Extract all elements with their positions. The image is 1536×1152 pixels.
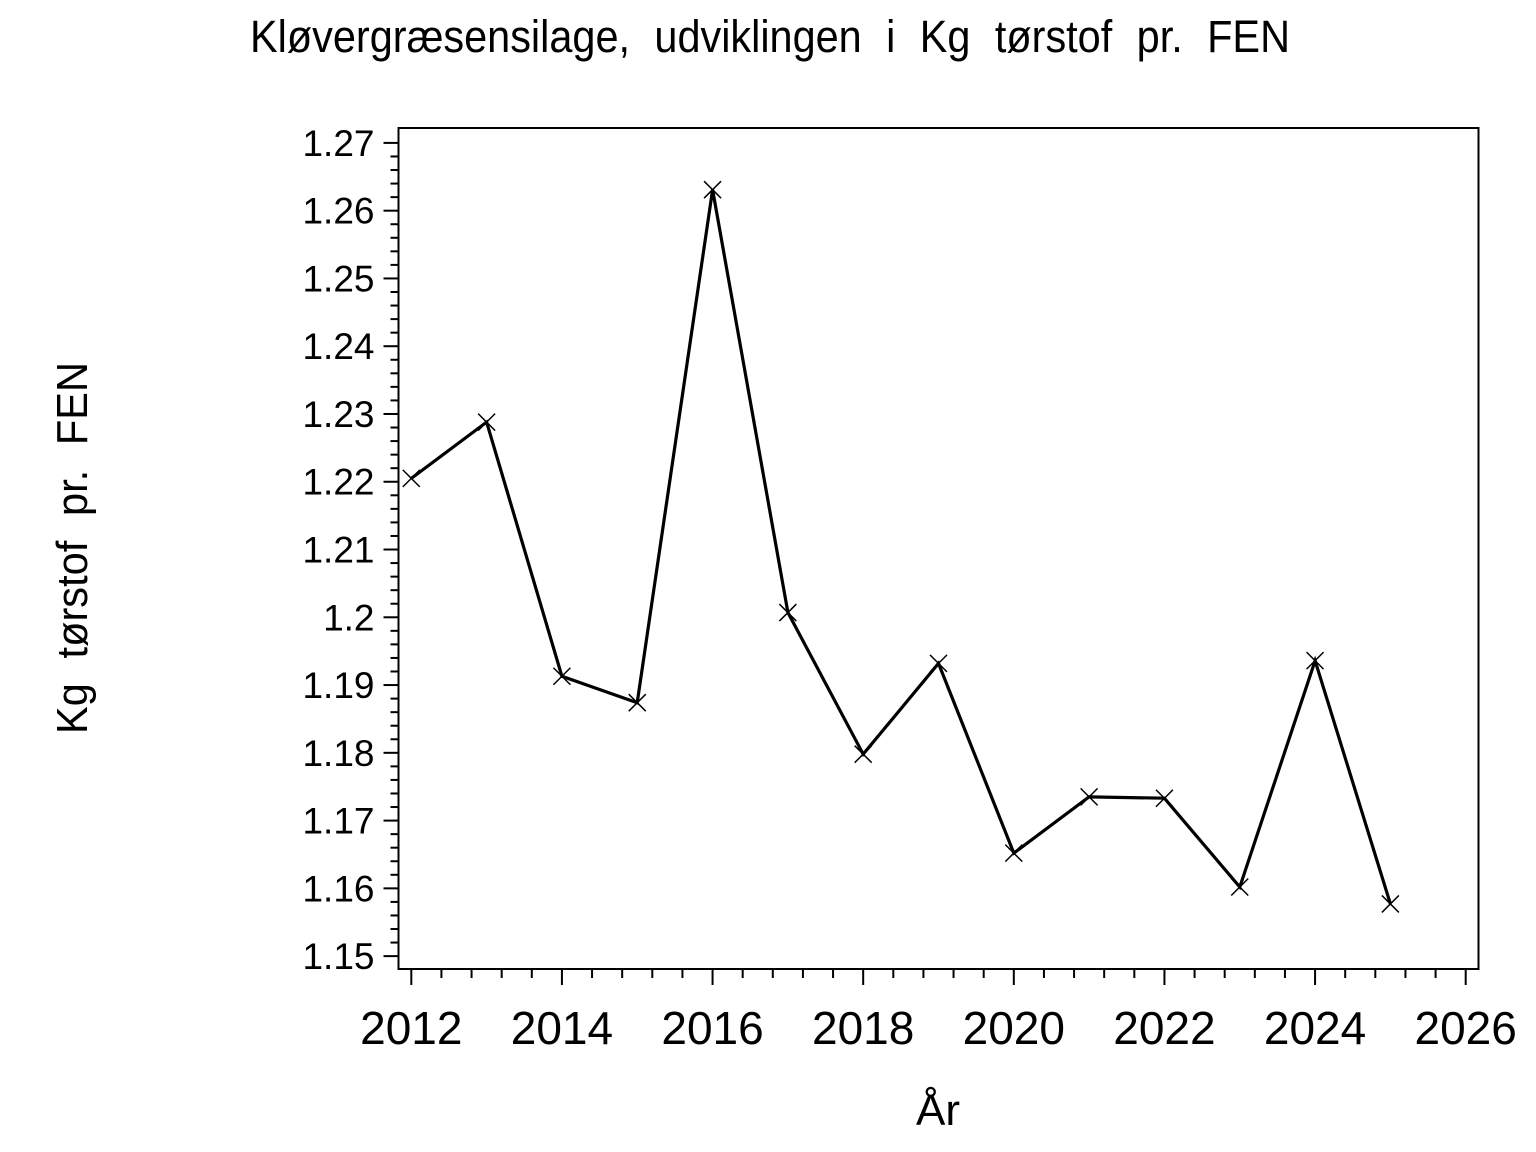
x-tick-label: 2026 — [1415, 1002, 1517, 1054]
y-tick-label: 1.24 — [302, 326, 374, 367]
data-point-marker — [854, 745, 873, 764]
y-tick-label: 1.25 — [302, 258, 374, 299]
data-point-marker — [1306, 651, 1325, 670]
plot-frame — [397, 127, 1480, 970]
data-point-marker — [402, 469, 421, 488]
x-tick-label: 2018 — [812, 1002, 914, 1054]
y-tick-label: 1.21 — [302, 530, 374, 571]
y-tick-label: 1.17 — [302, 801, 374, 842]
data-point-marker — [1080, 787, 1099, 806]
x-axis-title: År — [916, 1086, 960, 1135]
data-point-marker — [477, 413, 496, 432]
y-tick-label: 1.22 — [302, 462, 374, 503]
x-tick-label: 2022 — [1113, 1002, 1215, 1054]
y-tick-label: 1.16 — [302, 868, 374, 909]
y-tick-label: 1.23 — [302, 394, 374, 435]
data-point-marker — [1155, 789, 1174, 808]
y-tick-label: 1.15 — [302, 936, 374, 977]
data-point-marker — [703, 180, 722, 199]
data-point-marker — [929, 654, 948, 673]
x-tick-label: 2020 — [963, 1002, 1065, 1054]
y-tick-label: 1.27 — [302, 123, 374, 164]
x-tick-label: 2012 — [360, 1002, 462, 1054]
y-tick-label: 1.18 — [302, 733, 374, 774]
data-series-line — [410, 189, 1392, 905]
data-point-marker — [628, 693, 647, 712]
x-tick-label: 2016 — [661, 1002, 763, 1054]
chart-title: Kløvergræsensilage, udviklingen i Kg tør… — [250, 11, 1290, 62]
x-tick-label: 2024 — [1264, 1002, 1366, 1054]
data-point-marker — [778, 603, 797, 622]
y-axis-title: Kg tørstof pr. FEN — [48, 362, 97, 734]
y-tick-label: 1.19 — [302, 665, 374, 706]
y-tick-label: 1.2 — [323, 597, 374, 638]
data-point-marker — [552, 667, 571, 686]
y-tick-label: 1.26 — [302, 191, 374, 232]
data-point-marker — [1381, 894, 1400, 913]
data-point-marker — [1004, 844, 1023, 863]
plot-area: 1.15 1.16 1.17 1.18 1.19 1.2 1.21 1.22 1.23 1.24 1… — [302, 123, 1516, 1054]
x-tick-label: 2014 — [511, 1002, 613, 1054]
data-point-marker — [1230, 877, 1249, 897]
